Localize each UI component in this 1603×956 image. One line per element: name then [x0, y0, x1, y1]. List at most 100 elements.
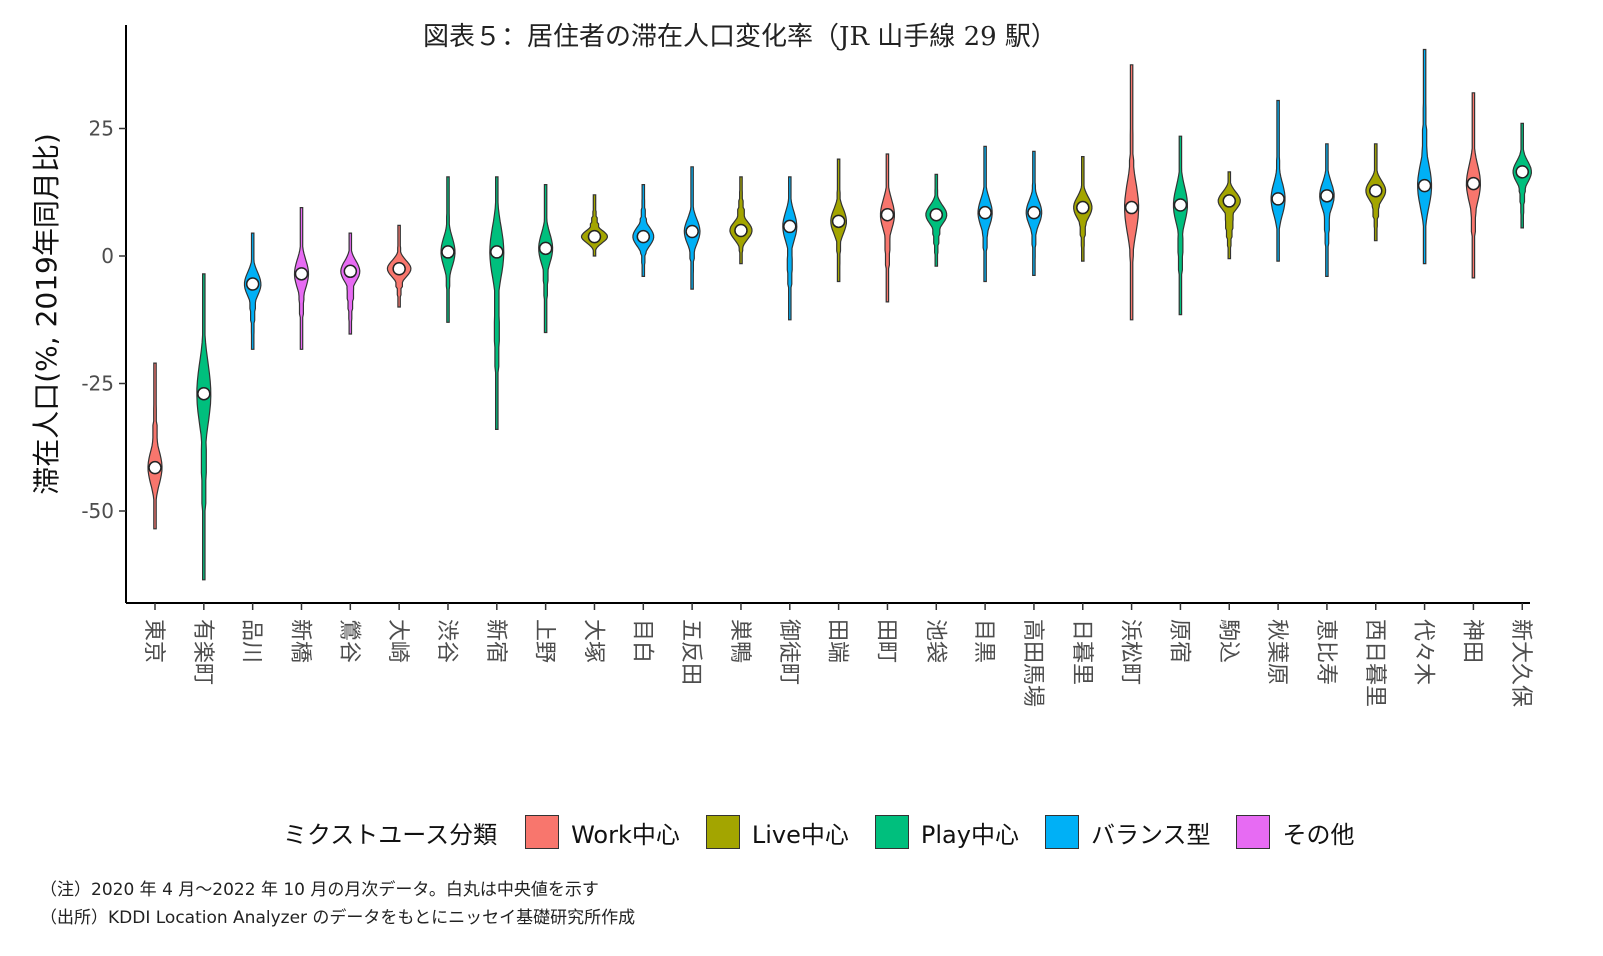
median-point-高田馬場	[1027, 205, 1041, 220]
median-point-渋谷	[441, 245, 455, 259]
median-point-新大久保	[1515, 165, 1529, 179]
median-point-代々木	[1417, 178, 1432, 193]
labels-layer: 25 0 -25 -50 滞在人口(%, 2019年同月比) 東京 有楽町 品川 新橋 鶯谷 大崎渋…	[30, 117, 1533, 708]
violin-chart: 25 0 -25 -50 滞在人口(%, 2019年同月比) 東京 有楽町 品川 新橋 鶯谷 大崎渋…	[30, 25, 1533, 708]
legend-key-play	[874, 815, 909, 849]
x-tick-label-浜松町: 浜松町	[1118, 619, 1143, 685]
legend-key-balance	[1044, 815, 1079, 849]
y-tick-label: -50	[81, 499, 114, 523]
median-point-原宿	[1173, 198, 1188, 212]
median-point-鶯谷	[343, 264, 358, 279]
violin-秋葉原	[1270, 99, 1286, 262]
legend-item-other: その他	[1236, 815, 1354, 850]
legend: ミクストユース分類 Work中心 Live中心 Play中心 バランス型 その他	[283, 812, 1366, 852]
median-point-大塚	[587, 229, 602, 244]
x-tick-label-鶯谷: 鶯谷	[336, 619, 361, 663]
y-tick-label: 25	[89, 117, 114, 141]
x-tick-label-御徒町: 御徒町	[776, 619, 801, 685]
legend-key-work	[525, 815, 560, 849]
violin-大塚	[580, 194, 609, 257]
note-line-2: （出所）KDDI Location Analyzer のデータをもとにニッセイ基…	[40, 908, 636, 928]
median-point-西日暮里	[1369, 183, 1383, 198]
x-tick-label-秋葉原: 秋葉原	[1264, 619, 1289, 685]
chart-title: 図表５：居住者の滞在人口変化率（JR 山手線 29 駅）	[423, 22, 1057, 52]
x-tick-label-駒込: 駒込	[1215, 619, 1240, 663]
x-tick-label-目黒: 目黒	[971, 619, 996, 663]
violin-原宿	[1172, 135, 1188, 316]
x-tick-label-高田馬場: 高田馬場	[1020, 619, 1045, 707]
median-point-新橋	[294, 267, 309, 281]
violin-田町	[879, 153, 895, 303]
violin-品川	[243, 232, 262, 350]
x-tick-label-田端: 田端	[825, 619, 850, 663]
median-point-駒込	[1222, 194, 1237, 208]
x-tick-label-新大久保: 新大久保	[1508, 619, 1533, 707]
x-tick-label-上野: 上野	[532, 619, 557, 663]
median-point-目黒	[978, 205, 992, 220]
median-point-五反田	[685, 224, 699, 239]
y-tick-label: -25	[81, 372, 114, 396]
x-tick-label-神田: 神田	[1459, 619, 1484, 663]
x-tick-label-新橋: 新橋	[287, 619, 312, 663]
legend-label-live: Live中心	[751, 820, 849, 849]
legend-item-balance: バランス型	[1044, 815, 1211, 850]
violin-上野	[538, 184, 554, 334]
legend-title: ミクストユース分類	[283, 820, 498, 849]
violin-浜松町	[1123, 64, 1140, 321]
note-line-1: （注）2020 年 4 月～2022 年 10 月の月次データ。白丸は中央値を示…	[40, 880, 599, 900]
x-tick-label-西日暮里: 西日暮里	[1362, 619, 1387, 707]
legend-label-play: Play中心	[920, 820, 1019, 849]
legend-key-live	[705, 815, 740, 849]
legend-item-live: Live中心	[705, 815, 849, 850]
y-tick-label: 0	[101, 244, 114, 268]
y-axis-label: 滞在人口(%, 2019年同月比)	[30, 133, 63, 495]
median-point-有楽町	[197, 386, 211, 401]
median-point-上野	[538, 241, 553, 256]
violin-巣鴨	[729, 176, 753, 265]
x-tick-label-日暮里: 日暮里	[1069, 619, 1094, 685]
median-point-御徒町	[783, 219, 797, 234]
legend-item-play: Play中心	[874, 815, 1019, 850]
footnotes: （注）2020 年 4 月～2022 年 10 月の月次データ。白丸は中央値を示…	[40, 876, 635, 932]
x-tick-label-大崎: 大崎	[385, 619, 410, 663]
violin-鶯谷	[340, 232, 361, 335]
axes-layer	[119, 25, 1530, 610]
violin-代々木	[1416, 48, 1433, 265]
violin-新宿	[489, 176, 505, 430]
x-tick-label-原宿: 原宿	[1166, 619, 1191, 663]
violins-layer	[147, 48, 1533, 581]
violin-東京	[147, 362, 163, 530]
median-point-品川	[245, 277, 260, 291]
median-point-目白	[636, 229, 651, 244]
x-tick-label-五反田: 五反田	[678, 619, 703, 685]
x-tick-label-大塚: 大塚	[580, 619, 605, 663]
x-tick-label-恵比寿: 恵比寿	[1313, 619, 1338, 685]
legend-item-work: Work中心	[525, 815, 680, 850]
median-point-神田	[1466, 176, 1481, 191]
median-point-恵比寿	[1320, 189, 1334, 203]
median-point-巣鴨	[734, 223, 748, 238]
x-tick-label-東京: 東京	[141, 619, 166, 663]
median-point-秋葉原	[1271, 192, 1285, 206]
x-tick-label-目白: 目白	[629, 619, 654, 663]
median-point-東京	[148, 460, 162, 475]
legend-key-other	[1236, 815, 1271, 849]
x-tick-label-有楽町: 有楽町	[190, 619, 215, 685]
violin-恵比寿	[1319, 143, 1335, 277]
median-point-田町	[880, 207, 895, 222]
median-point-新宿	[490, 245, 504, 259]
legend-label-other: その他	[1282, 820, 1355, 849]
x-tick-label-田町: 田町	[873, 619, 898, 663]
median-point-浜松町	[1124, 200, 1139, 215]
legend-label-balance: バランス型	[1090, 820, 1211, 849]
x-tick-label-新宿: 新宿	[483, 619, 508, 663]
violin-御徒町	[782, 176, 798, 321]
x-tick-label-巣鴨: 巣鴨	[727, 619, 752, 663]
x-tick-label-渋谷: 渋谷	[434, 619, 459, 663]
median-point-大崎	[392, 262, 406, 276]
median-point-田端	[831, 214, 846, 229]
violin-有楽町	[196, 273, 212, 581]
x-tick-label-池袋: 池袋	[922, 619, 947, 663]
x-tick-label-品川: 品川	[239, 619, 264, 663]
median-point-池袋	[929, 207, 944, 222]
